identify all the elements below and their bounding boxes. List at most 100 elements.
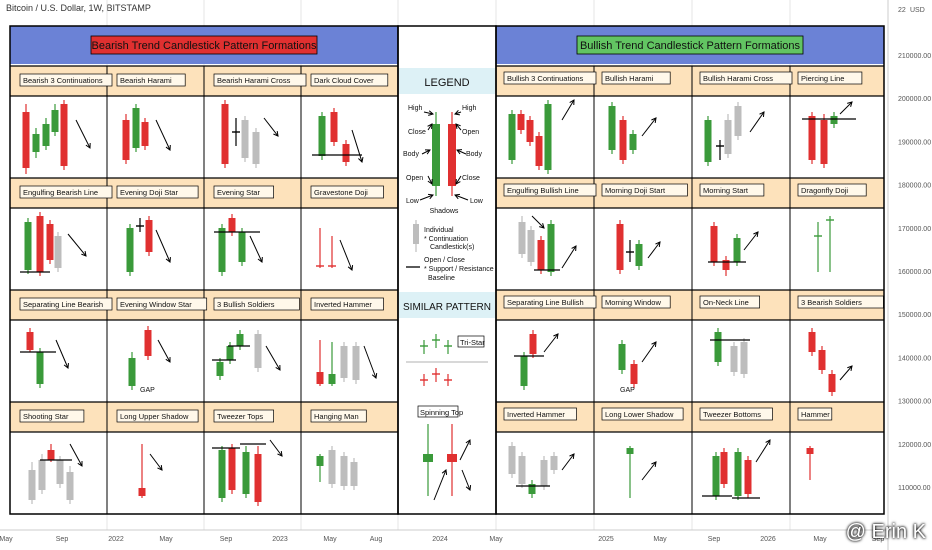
tri-star-d bbox=[420, 374, 428, 386]
bull-c6-a bbox=[616, 220, 624, 274]
bear-c3-a-body bbox=[221, 104, 229, 164]
legend-pointer-2 bbox=[421, 149, 431, 155]
bear-c9-arrow bbox=[55, 339, 69, 369]
legend-pointer-8 bbox=[455, 175, 462, 185]
price-tick-0: 210000.00 bbox=[898, 53, 931, 60]
bear-c5-a bbox=[24, 218, 32, 274]
bull-c13-arrow bbox=[561, 453, 575, 471]
bull-c3-doji bbox=[716, 140, 724, 160]
bull-c1-b bbox=[517, 110, 525, 134]
legend-title: LEGEND bbox=[424, 77, 469, 89]
spinning-top-bear-body bbox=[447, 454, 457, 462]
time-tick-12: Sep bbox=[708, 536, 721, 543]
bull-c11-b-body bbox=[730, 346, 738, 372]
bull-c3-arrow bbox=[749, 111, 765, 133]
bear-c4-arrow bbox=[351, 129, 363, 163]
bull-c13-c bbox=[528, 480, 536, 498]
bear-c11-arrow-head bbox=[275, 364, 281, 371]
bull-c1-d-body bbox=[535, 136, 543, 166]
bear-c3-c-body bbox=[252, 132, 260, 164]
time-tick-2: 2022 bbox=[108, 536, 124, 543]
bear-c16-b bbox=[328, 446, 336, 488]
bull-c1-d bbox=[535, 132, 543, 170]
bull-c6-arrow bbox=[647, 241, 661, 259]
bull-c5-arrow bbox=[561, 245, 577, 269]
bullish-pattern-label-11: 3 Bearish Soldiers bbox=[801, 298, 862, 307]
legend-cont-1: Individual bbox=[424, 227, 454, 234]
price-tick-3: 180000.00 bbox=[898, 183, 931, 190]
bull-c1-c-body bbox=[526, 120, 534, 142]
bull-c5-arrow-down bbox=[531, 215, 545, 229]
bear-c1-arrow-head bbox=[85, 142, 91, 149]
bull-c13-a bbox=[508, 442, 516, 478]
bear-c2-a-body bbox=[122, 120, 130, 160]
legend-low-l: Low bbox=[406, 198, 420, 205]
bull-c12-b bbox=[818, 346, 826, 374]
time-tick-3: May bbox=[159, 536, 173, 543]
legend-bull-candle bbox=[432, 112, 440, 196]
bull-c13-d bbox=[540, 456, 548, 490]
bear-c12-d bbox=[352, 342, 360, 384]
bearish-pattern-label-10-box bbox=[213, 297, 300, 311]
bull-c4-b-body bbox=[820, 120, 828, 164]
bullish-pattern-label-4: Engulfing Bullish Line bbox=[507, 186, 579, 195]
bear-c15-b-body bbox=[228, 448, 236, 490]
bear-c5-d-body bbox=[54, 236, 62, 268]
bullish-pattern-label-12-box bbox=[503, 407, 577, 421]
bull-c13-e-body bbox=[550, 456, 558, 470]
bear-c15-arrow bbox=[269, 439, 283, 457]
bear-c5-b-body bbox=[36, 216, 44, 272]
bear-c13-d-body bbox=[56, 460, 64, 484]
bear-c6-a bbox=[126, 224, 134, 276]
bull-c6-b-body bbox=[635, 244, 643, 266]
bull-c15-a bbox=[712, 452, 720, 500]
bull-c2-a-body bbox=[608, 106, 616, 150]
bear-c2-c bbox=[141, 118, 149, 150]
bear-c15-d bbox=[254, 446, 262, 506]
bull-c9-arrow-head bbox=[553, 333, 559, 340]
legend-high-l: High bbox=[408, 105, 423, 112]
bull-c4-a-body bbox=[808, 116, 816, 160]
bear-c4-a bbox=[318, 112, 326, 160]
bear-c1-e-body bbox=[60, 104, 68, 166]
bull-c4-b bbox=[820, 114, 828, 168]
bullish-pattern-label-13-box bbox=[601, 407, 684, 421]
bull-c4-arrow-head bbox=[847, 101, 853, 107]
bear-c1-arrow bbox=[75, 119, 91, 149]
bearish-pattern-label-1-box bbox=[116, 73, 186, 87]
time-tick-9: May bbox=[489, 536, 503, 543]
bear-c10-a bbox=[128, 352, 136, 390]
bear-c12-c bbox=[340, 342, 348, 382]
bull-c11-c-body bbox=[740, 342, 748, 374]
tri-star-e bbox=[432, 368, 440, 382]
bull-c15-d bbox=[744, 456, 752, 498]
bear-c3-b bbox=[241, 116, 249, 162]
bear-c7-c-body bbox=[238, 232, 246, 262]
bull-c15-c-body bbox=[734, 452, 742, 496]
legend-pointer-7-head bbox=[456, 149, 463, 155]
spinning-top-arrow-a bbox=[433, 469, 447, 501]
time-tick-15: Sep bbox=[872, 536, 885, 543]
bear-c12-arrow-head bbox=[371, 372, 378, 379]
bullish-pattern-label-1-box bbox=[601, 71, 671, 85]
price-tick-1: 200000.00 bbox=[898, 96, 931, 103]
bull-c2-c-body bbox=[629, 134, 637, 150]
legend-neutral-candle bbox=[413, 220, 419, 252]
bearish-title-box bbox=[90, 35, 318, 55]
bear-c3-b-body bbox=[241, 120, 249, 158]
tri-star-label: Tri-Star bbox=[460, 338, 485, 347]
bullish-pattern-label-11-box bbox=[797, 295, 884, 309]
bear-c5-d bbox=[54, 232, 62, 272]
bullish-pattern-label-10-box bbox=[699, 295, 760, 309]
bear-c3-doji bbox=[232, 118, 240, 146]
bear-c8-arrow-head bbox=[347, 264, 354, 271]
bearish-pattern-label-3-box bbox=[310, 73, 389, 87]
bull-c11-a-body bbox=[714, 332, 722, 362]
bear-c7-b-body bbox=[228, 218, 236, 232]
bullish-pattern-label-8-box bbox=[503, 295, 597, 309]
bullish-pattern-label-10: On-Neck Line bbox=[703, 298, 749, 307]
bull-c2-a bbox=[608, 102, 616, 154]
bear-c15-a bbox=[218, 446, 226, 502]
bull-c12-b-body bbox=[818, 350, 826, 370]
bear-c11-a-body bbox=[216, 362, 224, 376]
